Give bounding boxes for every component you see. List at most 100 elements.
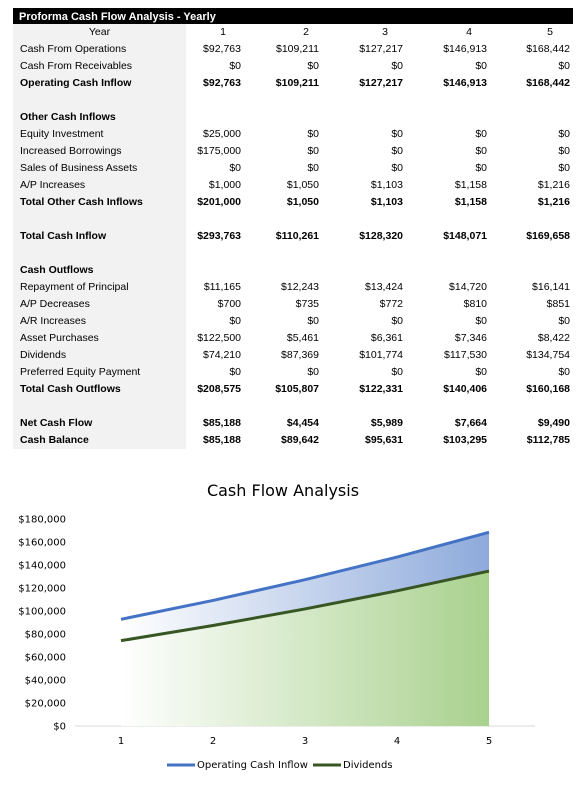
row-value: $0 [307,128,319,140]
row-value: $0 [558,60,570,72]
row-value: $103,295 [443,434,487,446]
table-row: Repayment of Principal $11,165 $12,243 $13,… [13,279,573,296]
table-row: Dividends $74,210 $87,369 $101,774 $117,530 $… [13,347,573,364]
row-value: $0 [391,315,403,327]
row-value: $772 [379,298,403,310]
row-label: A/P Decreases [13,296,186,313]
row-value: $5,461 [286,332,319,344]
row-value: $16,141 [532,281,570,293]
row-value: $851 [546,298,570,310]
row-value: $1,050 [286,179,319,191]
row-value [323,211,403,228]
row-value: $201,000 [197,196,241,208]
row-value: $160,168 [526,383,570,395]
row-value: $1,216 [537,179,570,191]
row-label: Other Cash Inflows [13,109,186,126]
row-label: Asset Purchases [13,330,186,347]
row-value [490,245,570,262]
row-label [13,211,186,228]
row-value: $12,243 [281,281,319,293]
row-value: $0 [558,162,570,174]
x-tick-label: 5 [486,736,492,747]
row-label: A/R Increases [13,313,186,330]
row-label: Equity Investment [13,126,186,143]
row-label: Cash Balance [13,432,186,449]
line-operating-cash-inflow [120,530,490,621]
y-tick-label: $40,000 [25,676,66,687]
row-value [407,398,487,415]
year-header-label: Year [13,24,186,41]
row-value: $0 [391,145,403,157]
row-value: $101,774 [359,349,403,361]
row-value: $0 [229,60,241,72]
row-value: $810 [463,298,487,310]
row-label: Cash From Operations [13,41,186,58]
row-value: $127,217 [359,77,403,89]
row-value [239,398,319,415]
row-value: $122,331 [359,383,403,395]
y-tick-label: $180,000 [18,515,66,526]
area-dividends [121,571,489,726]
x-tick-label: 1 [118,736,124,747]
table-row: Asset Purchases $122,500 $5,461 $6,361 $7,34… [13,330,573,347]
row-value: $85,188 [203,417,241,429]
row-value: $13,424 [365,281,403,293]
row-label: Net Cash Flow [13,415,186,432]
row-value [161,92,241,109]
row-value: $14,720 [449,281,487,293]
row-value [490,109,570,126]
row-value: $0 [475,128,487,140]
row-value: $110,261 [275,230,319,242]
row-value: $0 [391,128,403,140]
row-value: $1,050 [286,196,319,208]
row-value: $122,500 [197,332,241,344]
legend-label-dividends: Dividends [343,760,393,771]
row-value: $87,369 [281,349,319,361]
year-header-cell: 3 [382,26,388,38]
row-value: $128,320 [359,230,403,242]
row-value [239,92,319,109]
x-tick-label: 4 [394,736,400,747]
row-value: $92,763 [203,43,241,55]
row-value: $9,490 [537,417,570,429]
row-value [407,245,487,262]
row-value [161,262,241,279]
row-value: $109,211 [275,77,319,89]
spacer-row [13,245,573,262]
row-value [490,211,570,228]
row-label: Dividends [13,347,186,364]
table-row: Sales of Business Assets $0 $0 $0 $0 $0 [13,160,573,177]
y-tick-label: $20,000 [25,699,66,710]
row-label: Repayment of Principal [13,279,186,296]
row-value: $5,989 [370,417,403,429]
row-value [239,211,319,228]
row-value: $0 [475,162,487,174]
row-value: $0 [307,60,319,72]
row-value: $0 [391,162,403,174]
chart-canvas: Cash Flow Analysis $0 $20,000 $40,000 $60,00… [18,481,535,771]
row-value [239,109,319,126]
row-value: $0 [229,366,241,378]
row-value: $0 [475,366,487,378]
y-tick-label: $60,000 [25,653,66,664]
table-row: Cash From Receivables $0 $0 $0 $0 $0 [13,58,573,75]
row-value [323,109,403,126]
year-header-cell: 1 [220,26,226,38]
row-label: Total Cash Inflow [13,228,186,245]
row-value [407,109,487,126]
table-row: Preferred Equity Payment $0 $0 $0 $0 $0 [13,364,573,381]
cash-flow-chart: Cash Flow Analysis $0 $20,000 $40,000 $60,00… [0,470,583,791]
table-row: Increased Borrowings $175,000 $0 $0 $0 $0 [13,143,573,160]
table-row: Other Cash Inflows [13,109,573,126]
x-tick-label: 2 [210,736,216,747]
row-value: $0 [229,162,241,174]
spacer-row [13,211,573,228]
row-value [407,262,487,279]
row-value: $6,361 [370,332,403,344]
row-value: $74,210 [203,349,241,361]
row-value: $0 [391,366,403,378]
row-value: $109,211 [275,43,319,55]
row-value: $127,217 [359,43,403,55]
x-tick-label: 3 [302,736,308,747]
row-value: $0 [558,128,570,140]
